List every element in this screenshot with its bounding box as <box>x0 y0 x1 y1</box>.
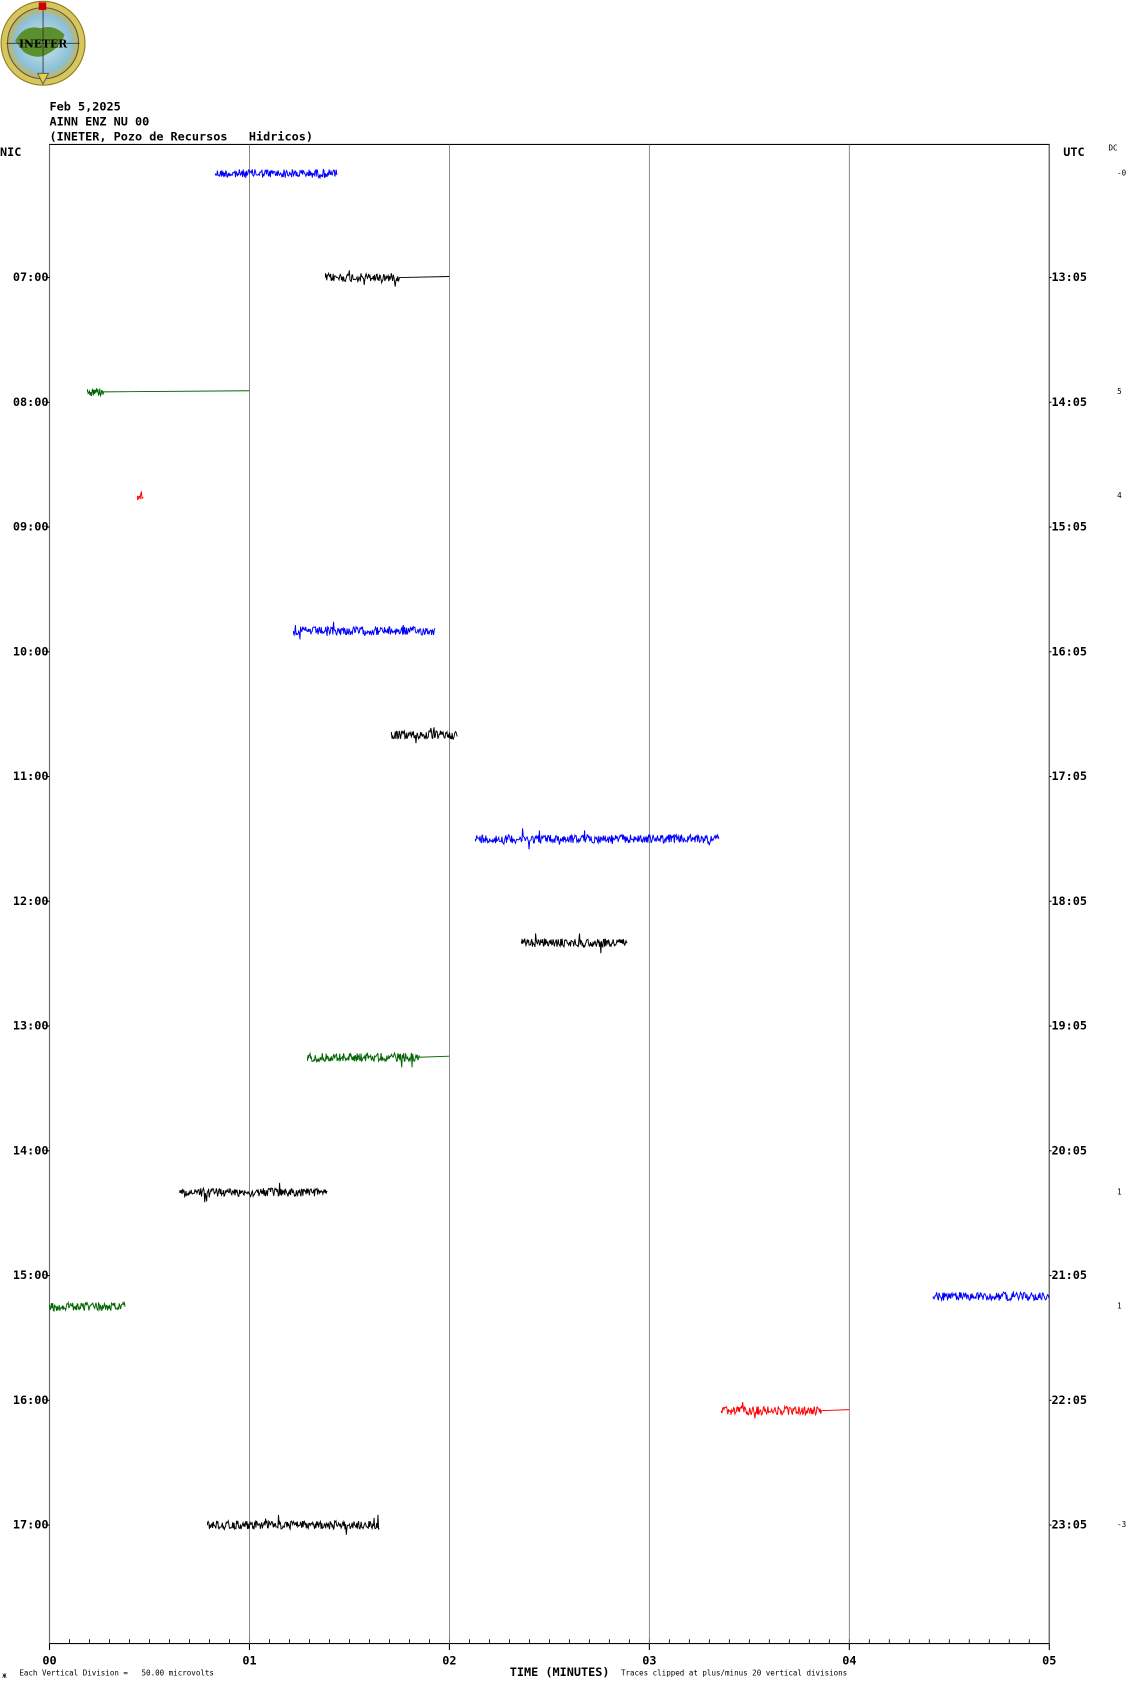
trace <box>87 388 250 398</box>
y-tick-label: 15:00 <box>13 1268 49 1282</box>
trace <box>207 1514 380 1535</box>
title: Feb 5,2025 <box>50 99 121 113</box>
y-tick-label: 14:00 <box>13 1143 49 1157</box>
trace <box>520 933 628 954</box>
y2-tick-label: 17:05 <box>1051 769 1087 783</box>
logo: INETER <box>0 0 86 86</box>
x-tick-label: 02 <box>442 1653 456 1667</box>
y-axis-label-right: UTC <box>1063 145 1084 159</box>
y-tick-label: 17:00 <box>13 1518 49 1532</box>
y2-tick-label: 21:05 <box>1051 1268 1087 1282</box>
x-axis-label: TIME (MINUTES) <box>510 1665 610 1679</box>
y2-tick-label: 22:05 <box>1051 1393 1087 1407</box>
trace <box>324 270 450 287</box>
y-axis-label-left: NIC <box>0 145 21 159</box>
side-label: 5 <box>1117 387 1122 396</box>
side-label: 4 <box>1117 491 1122 500</box>
y-tick-label: 07:00 <box>13 270 49 284</box>
x-tick-label: 04 <box>842 1653 856 1667</box>
y2-tick-label: 14:05 <box>1051 395 1087 409</box>
trace <box>306 1051 450 1068</box>
x-tick-label: 05 <box>1042 1653 1056 1667</box>
y2-tick-label: 23:05 <box>1051 1518 1087 1532</box>
side-label: -0 <box>1117 169 1127 178</box>
y2-tick-label: 19:05 <box>1051 1019 1087 1033</box>
trace <box>390 727 458 744</box>
y-tick-label: 10:00 <box>13 644 49 658</box>
trace <box>137 490 144 501</box>
subtitle: AINN ENZ NU 00 <box>50 114 150 128</box>
corner-mark: ж <box>2 1671 7 1680</box>
trace <box>49 1300 126 1313</box>
y-tick-label: 11:00 <box>13 769 49 783</box>
dc-label: DC <box>1108 144 1117 153</box>
y2-tick-label: 15:05 <box>1051 520 1087 534</box>
clip-note: Traces clipped at plus/minus 20 vertical… <box>621 1669 847 1678</box>
trace <box>179 1182 328 1203</box>
logo-text: INETER <box>19 37 67 50</box>
x-tick-label: 01 <box>242 1653 256 1667</box>
trace <box>214 168 338 180</box>
x-tick-label: 03 <box>642 1653 656 1667</box>
y2-tick-label: 20:05 <box>1051 1143 1087 1157</box>
side-label: -3 <box>1117 1520 1126 1529</box>
trace <box>474 828 720 850</box>
y2-tick-label: 16:05 <box>1051 644 1087 658</box>
y-tick-label: 13:00 <box>13 1019 49 1033</box>
y-tick-label: 16:00 <box>13 1393 49 1407</box>
trace <box>932 1290 1050 1303</box>
y-tick-label: 08:00 <box>13 395 49 409</box>
subtitle: (INETER, Pozo de Recursos Hidricos) <box>50 129 313 143</box>
trace <box>292 621 436 640</box>
x-tick-label: 00 <box>42 1653 56 1667</box>
y-tick-label: 12:00 <box>13 894 49 908</box>
plot-frame <box>48 143 1050 1645</box>
scale-note: Each Vertical Division = 50.00 microvolt… <box>19 1669 214 1678</box>
trace <box>720 1402 850 1419</box>
y2-tick-label: 13:05 <box>1051 270 1087 284</box>
y-tick-label: 09:00 <box>13 520 49 534</box>
y2-tick-label: 18:05 <box>1051 894 1087 908</box>
side-label: 1 <box>1117 1187 1122 1196</box>
side-label: 1 <box>1117 1302 1122 1311</box>
